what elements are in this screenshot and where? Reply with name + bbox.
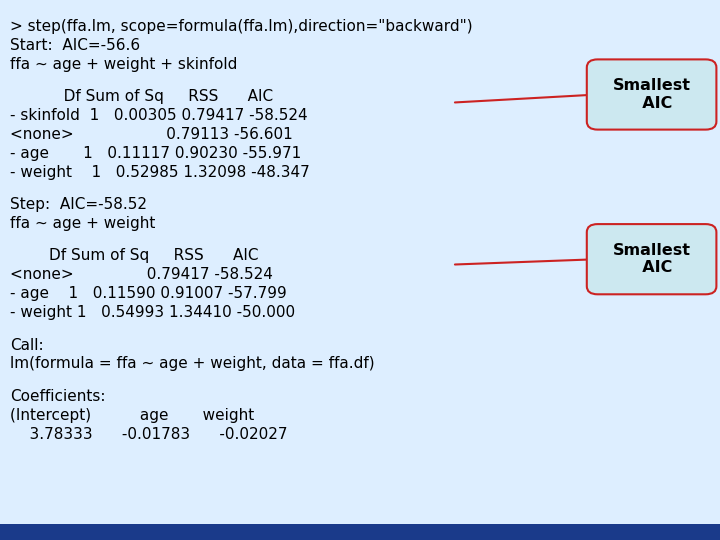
Text: Smallest
  AIC: Smallest AIC bbox=[613, 243, 690, 275]
Text: 3.78333      -0.01783      -0.02027: 3.78333 -0.01783 -0.02027 bbox=[10, 427, 287, 442]
FancyBboxPatch shape bbox=[587, 59, 716, 130]
Text: - weight 1   0.54993 1.34410 -50.000: - weight 1 0.54993 1.34410 -50.000 bbox=[10, 305, 295, 320]
FancyBboxPatch shape bbox=[587, 224, 716, 294]
Text: - age    1   0.11590 0.91007 -57.799: - age 1 0.11590 0.91007 -57.799 bbox=[10, 286, 287, 301]
Text: Df Sum of Sq     RSS      AIC: Df Sum of Sq RSS AIC bbox=[10, 89, 273, 104]
Text: lm(formula = ffa ~ age + weight, data = ffa.df): lm(formula = ffa ~ age + weight, data = … bbox=[10, 356, 374, 372]
Text: <none>               0.79417 -58.524: <none> 0.79417 -58.524 bbox=[10, 267, 273, 282]
Text: (Intercept)          age       weight: (Intercept) age weight bbox=[10, 408, 254, 423]
Text: Coefficients:: Coefficients: bbox=[10, 389, 106, 404]
Text: ffa ~ age + weight: ffa ~ age + weight bbox=[10, 216, 156, 231]
Text: <none>                   0.79113 -56.601: <none> 0.79113 -56.601 bbox=[10, 127, 293, 142]
Text: - age       1   0.11117 0.90230 -55.971: - age 1 0.11117 0.90230 -55.971 bbox=[10, 146, 302, 161]
Text: Df Sum of Sq     RSS      AIC: Df Sum of Sq RSS AIC bbox=[10, 248, 258, 264]
Text: - weight    1   0.52985 1.32098 -48.347: - weight 1 0.52985 1.32098 -48.347 bbox=[10, 165, 310, 180]
Text: - skinfold  1   0.00305 0.79417 -58.524: - skinfold 1 0.00305 0.79417 -58.524 bbox=[10, 108, 307, 123]
Text: ffa ~ age + weight + skinfold: ffa ~ age + weight + skinfold bbox=[10, 57, 238, 72]
FancyBboxPatch shape bbox=[0, 524, 720, 540]
Text: Step:  AIC=-58.52: Step: AIC=-58.52 bbox=[10, 197, 147, 212]
Text: Smallest
  AIC: Smallest AIC bbox=[613, 78, 690, 111]
Text: Start:  AIC=-56.6: Start: AIC=-56.6 bbox=[10, 38, 140, 53]
Text: Call:: Call: bbox=[10, 338, 44, 353]
Text: > step(ffa.lm, scope=formula(ffa.lm),direction="backward"): > step(ffa.lm, scope=formula(ffa.lm),dir… bbox=[10, 19, 473, 34]
